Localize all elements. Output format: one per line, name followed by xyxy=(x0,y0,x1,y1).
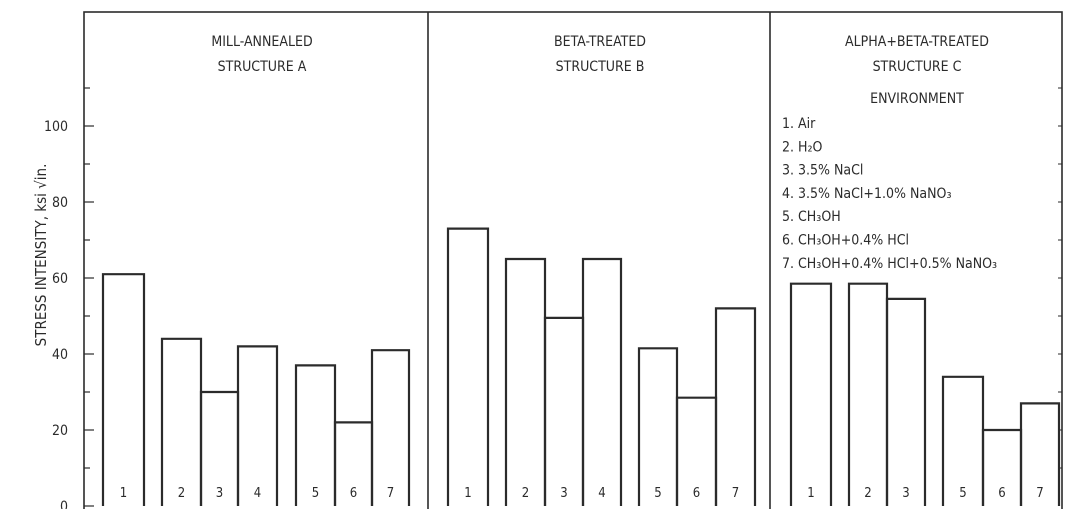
legend-entry: 7. CH₃OH+0.4% HCl+0.5% NaNO₃ xyxy=(782,256,997,272)
bar-label: 1 xyxy=(120,486,127,501)
bar xyxy=(543,316,585,506)
panel-title-line: STRUCTURE B xyxy=(556,59,645,75)
bar-label: 6 xyxy=(693,486,700,501)
panel-title-line: BETA-TREATED xyxy=(554,34,646,50)
plot-frame xyxy=(83,11,1063,509)
bar xyxy=(446,227,490,506)
bar-label: 5 xyxy=(959,486,966,501)
bar xyxy=(885,297,927,506)
y-axis-label: STRESS INTENSITY, ksi √in. xyxy=(32,164,50,347)
bar-label: 2 xyxy=(864,486,871,501)
bar xyxy=(1019,402,1061,506)
panel-title-line: MILL-ANNEALED xyxy=(211,34,312,50)
legend-title: ENVIRONMENT xyxy=(870,91,964,107)
bar xyxy=(847,282,889,506)
bar-label: 7 xyxy=(1036,486,1043,501)
legend-entry: 4. 3.5% NaCl+1.0% NaNO₃ xyxy=(782,186,952,202)
bar-label: 3 xyxy=(560,486,567,501)
bar-label: 5 xyxy=(312,486,319,501)
y-tick-label: 40 xyxy=(52,347,68,363)
bar-label: 2 xyxy=(178,486,185,501)
y-tick-label: 20 xyxy=(52,423,68,439)
bar xyxy=(294,364,337,506)
legend-entry: 3. 3.5% NaCl xyxy=(782,163,863,179)
bar-label: 3 xyxy=(902,486,909,501)
bar-label: 6 xyxy=(998,486,1005,501)
bar-label: 5 xyxy=(654,486,661,501)
bar xyxy=(714,307,757,506)
bar-label: 3 xyxy=(216,486,223,501)
bar-label: 2 xyxy=(522,486,529,501)
y-tick-label: 60 xyxy=(52,271,68,287)
bar xyxy=(789,282,833,506)
bar xyxy=(160,337,203,506)
bar-label: 4 xyxy=(254,486,261,501)
legend-entry: 5. CH₃OH xyxy=(782,209,841,225)
bar xyxy=(504,257,547,506)
legend-entry: 2. H₂O xyxy=(782,139,823,155)
bar xyxy=(370,349,411,506)
bar xyxy=(637,347,679,506)
bar xyxy=(101,273,146,506)
bar-label: 7 xyxy=(732,486,739,501)
y-tick-label: 100 xyxy=(44,119,68,135)
y-tick-label: 0 xyxy=(60,499,68,509)
legend-entry: 1. Air xyxy=(782,116,816,132)
bar xyxy=(236,345,279,506)
y-tick-label: 80 xyxy=(52,195,68,211)
bar xyxy=(581,257,623,506)
legend-entry: 6. CH₃OH+0.4% HCl xyxy=(782,233,909,249)
panel-title-line: STRUCTURE C xyxy=(873,59,962,75)
bar-label: 1 xyxy=(807,486,814,501)
bar-label: 4 xyxy=(598,486,605,501)
bar-label: 6 xyxy=(350,486,357,501)
bar-label: 1 xyxy=(464,486,471,501)
bar-label: 7 xyxy=(387,486,394,501)
panel-title-line: ALPHA+BETA-TREATED xyxy=(845,34,989,50)
panel-title-line: STRUCTURE A xyxy=(218,59,307,75)
